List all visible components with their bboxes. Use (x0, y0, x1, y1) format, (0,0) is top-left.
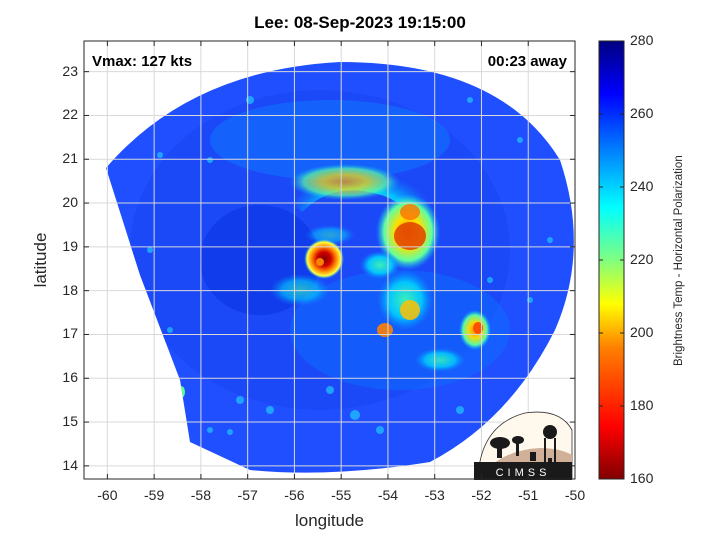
colorbar-tick-label: 180 (630, 397, 654, 413)
plot-title: Lee: 08-Sep-2023 19:15:00 (254, 13, 466, 32)
y-tick-label: 17 (62, 325, 78, 342)
time-away-label: 00:23 away (487, 53, 567, 70)
x-tick-label: -54 (377, 487, 399, 503)
x-tick-label: -56 (284, 487, 305, 503)
vmax-label: Vmax: 127 kts (92, 53, 193, 70)
x-tick-label: -58 (190, 487, 211, 503)
y-tick-label: 21 (62, 150, 78, 167)
y-tick-label: 14 (62, 456, 78, 473)
colorbar-tick-label: 200 (630, 324, 654, 340)
satellite-swath (106, 62, 574, 473)
colorbar-tick-label: 220 (630, 251, 654, 267)
x-tick-label: -60 (97, 487, 118, 503)
hurricane-eyewall (304, 239, 344, 279)
axes-frame (83, 40, 576, 480)
y-tick-label: 15 (62, 413, 78, 430)
x-tick-label: -51 (518, 487, 539, 503)
grid-lines (84, 41, 576, 479)
x-axis-label: longitude (294, 511, 364, 530)
x-tick-label: -52 (471, 487, 492, 503)
cimss-logo: CIMSS (474, 411, 573, 480)
x-tick-label: -53 (424, 487, 445, 503)
x-tick-label: -55 (331, 487, 352, 503)
x-tick-label: -50 (564, 487, 586, 503)
logo-text: CIMSS (496, 467, 551, 479)
y-tick-label: 16 (62, 369, 78, 386)
hurricane-eye (316, 258, 324, 266)
y-tick-label: 23 (62, 62, 78, 79)
y-tick-label: 22 (62, 106, 78, 123)
colorbar-label: Brightness Temp - Horizontal Polarizatio… (673, 155, 685, 366)
y-tick-label: 18 (62, 281, 78, 298)
y-axis-label: latitude (31, 232, 50, 288)
y-tick-label: 19 (62, 237, 78, 254)
colorbar-tick-label: 160 (630, 470, 654, 486)
colorbar-tick-label: 240 (630, 178, 654, 194)
y-tick-label: 20 (62, 194, 78, 211)
colorbar-tick-label: 260 (630, 105, 654, 121)
x-tick-label: -59 (144, 487, 165, 503)
colorbar-tick-label: 280 (630, 32, 654, 48)
x-tick-label: -57 (237, 487, 258, 503)
